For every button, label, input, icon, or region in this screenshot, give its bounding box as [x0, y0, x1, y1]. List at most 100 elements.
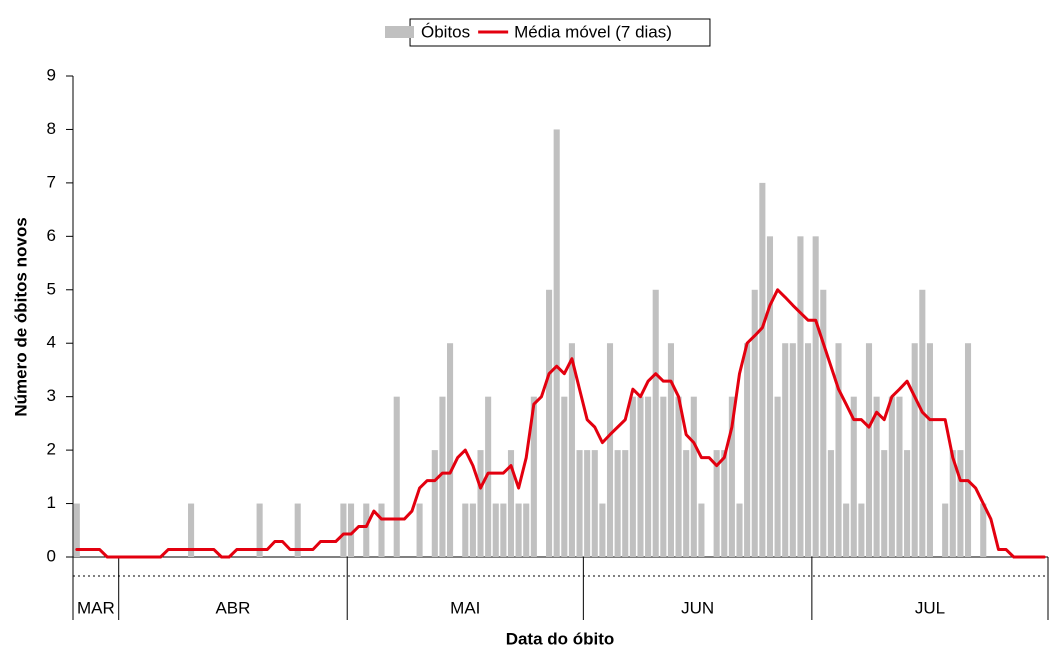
bar	[439, 396, 446, 557]
x-group-label: MAR	[77, 598, 115, 617]
bar	[835, 343, 842, 557]
bar	[645, 396, 652, 557]
bar	[622, 450, 629, 557]
bar	[812, 236, 819, 558]
bar	[766, 236, 774, 558]
bar	[721, 450, 728, 557]
bar	[865, 343, 873, 557]
bar	[667, 343, 674, 557]
bar	[789, 343, 796, 557]
bar	[751, 289, 758, 557]
bar	[614, 450, 621, 557]
bar	[675, 396, 682, 557]
bar	[363, 503, 370, 557]
bar	[713, 450, 720, 557]
bar	[759, 182, 766, 557]
bar	[73, 503, 80, 557]
bar	[591, 450, 598, 557]
bar	[888, 396, 895, 557]
bar	[340, 503, 347, 557]
y-tick-label: 0	[47, 546, 56, 565]
bar	[736, 503, 743, 557]
bar	[485, 396, 492, 557]
x-axis-title: Data do óbito	[506, 629, 615, 648]
bar	[858, 503, 865, 557]
bar	[546, 289, 553, 557]
y-tick-label: 1	[47, 493, 56, 512]
y-tick-label: 4	[47, 333, 56, 352]
y-tick-label: 5	[47, 279, 56, 298]
bar	[188, 503, 195, 557]
bar	[850, 396, 857, 557]
bar	[843, 503, 850, 557]
x-group-label: JUL	[915, 598, 945, 617]
bar	[393, 396, 400, 557]
bar	[980, 503, 987, 557]
x-group-label: ABR	[215, 598, 250, 617]
bar	[957, 450, 964, 557]
bar	[744, 343, 751, 557]
bar	[523, 503, 530, 557]
bar	[584, 450, 591, 557]
bar	[507, 450, 515, 557]
bar	[728, 396, 735, 557]
bar	[431, 450, 438, 557]
bar	[797, 236, 804, 558]
y-tick-label: 7	[47, 172, 56, 191]
bar	[637, 396, 644, 557]
bar	[599, 503, 606, 557]
bar	[515, 503, 522, 557]
y-tick-label: 2	[47, 440, 56, 459]
bar	[660, 396, 667, 557]
bar	[629, 396, 636, 557]
y-tick-label: 9	[47, 65, 56, 84]
bar	[926, 343, 933, 557]
bar	[919, 289, 926, 557]
y-tick-label: 8	[47, 119, 56, 138]
bar	[820, 289, 827, 557]
bar	[500, 503, 507, 557]
bar	[873, 396, 880, 557]
x-group-label: JUN	[681, 598, 714, 617]
legend-box	[409, 18, 711, 47]
bar	[294, 503, 301, 557]
bar	[698, 503, 705, 557]
bar	[683, 450, 690, 557]
bar	[447, 343, 454, 557]
y-axis-title: Número de óbitos novos	[11, 217, 30, 416]
moving-average-line	[75, 288, 1046, 559]
legend-label: Óbitos	[421, 22, 470, 41]
bar	[561, 396, 568, 557]
bar	[782, 343, 789, 557]
bar	[568, 343, 575, 557]
bar	[256, 503, 263, 557]
bar	[904, 450, 911, 557]
bar	[378, 503, 385, 557]
bar	[477, 450, 484, 557]
bar	[964, 343, 972, 557]
bar	[416, 503, 423, 557]
bar	[462, 503, 469, 557]
bar	[911, 343, 918, 557]
bar	[827, 450, 834, 557]
bar	[805, 343, 812, 557]
bar	[492, 503, 499, 557]
legend-label: Média móvel (7 dias)	[514, 22, 672, 41]
bar	[896, 396, 903, 557]
legend-swatch	[385, 26, 414, 38]
bar	[690, 396, 697, 557]
bar	[942, 503, 949, 557]
bar	[530, 396, 537, 557]
bar	[347, 503, 355, 557]
bar	[881, 450, 888, 557]
bar	[949, 450, 956, 557]
bar	[606, 343, 614, 557]
bar	[652, 289, 659, 557]
bar	[576, 450, 583, 557]
bar	[553, 129, 560, 557]
y-tick-label: 3	[47, 386, 56, 405]
bar	[774, 396, 781, 557]
bar	[469, 503, 476, 557]
x-group-label: MAI	[450, 598, 480, 617]
